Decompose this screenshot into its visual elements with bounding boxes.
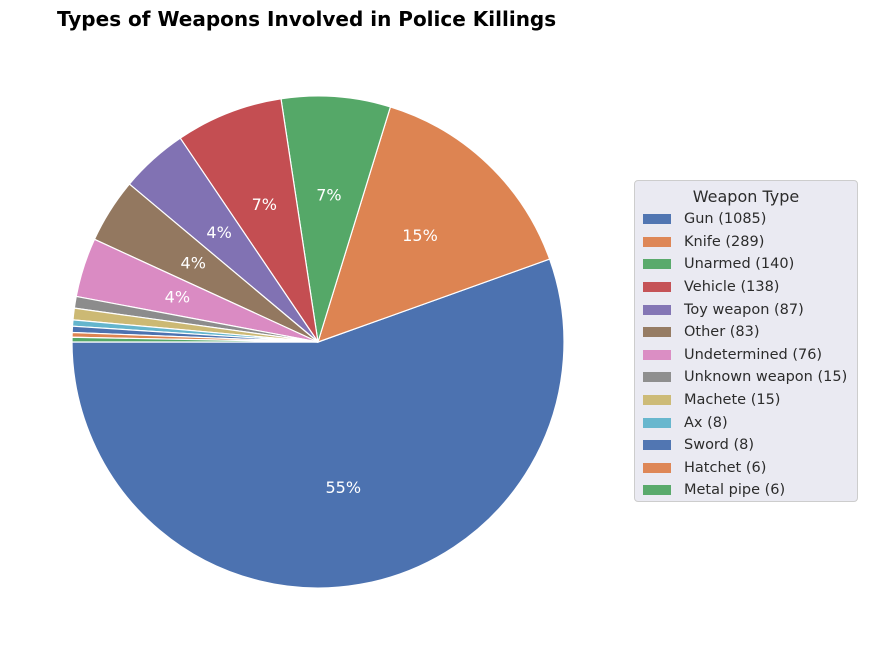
pie-slice-3 [179, 98, 319, 343]
legend-label: Undetermined (76) [684, 346, 823, 363]
legend-entry: Ax (8) [635, 411, 857, 434]
legend-entry: Toy weapon (87) [635, 298, 857, 321]
legend-swatch [643, 259, 671, 270]
legend-swatch [643, 236, 671, 247]
legend-title: Weapon Type [692, 187, 800, 206]
legend-entry: Undetermined (76) [635, 344, 857, 367]
legend-label: Unarmed (140) [684, 256, 795, 273]
legend-entry: Metal pipe (6) [635, 479, 857, 502]
slice-label-3: 7% [252, 195, 277, 214]
legend-entry: Unarmed (140) [635, 253, 857, 276]
legend-label: Other (83) [684, 324, 760, 341]
legend-swatch [643, 327, 671, 338]
legend-label: Metal pipe (6) [684, 482, 786, 499]
legend-label: Knife (289) [684, 233, 765, 250]
legend-swatch [643, 349, 671, 360]
legend-label: Hatchet (6) [684, 459, 767, 476]
pie-slice-0 [71, 258, 565, 589]
legend-swatch [643, 440, 671, 451]
legend-label: Toy weapon (87) [684, 301, 804, 318]
legend-label: Sword (8) [684, 437, 754, 454]
legend-swatch [643, 417, 671, 428]
pie-slice-12 [71, 336, 319, 343]
pie-slice-2 [280, 95, 391, 343]
legend: Weapon Type Gun (1085) Knife (289) Unarmed… [634, 180, 858, 502]
slice-label-6: 4% [165, 288, 190, 307]
chart-title: Types of Weapons Involved in Police Kill… [57, 7, 557, 31]
legend-swatch [643, 462, 671, 473]
slice-label-1: 15% [402, 226, 438, 245]
legend-swatch [643, 282, 671, 293]
slice-label-4: 4% [206, 223, 231, 242]
legend-entry: Hatchet (6) [635, 457, 857, 480]
legend-swatch [643, 372, 671, 383]
legend-swatch [643, 304, 671, 315]
legend-swatch [643, 485, 671, 496]
slice-label-5: 4% [181, 254, 206, 273]
pie-slice-1 [317, 106, 551, 343]
legend-swatch [643, 214, 671, 225]
legend-label: Unknown weapon (15) [684, 369, 848, 386]
legend-entries: Gun (1085) Knife (289) Unarmed (140) Vehicl… [635, 208, 857, 502]
legend-label: Gun (1085) [684, 211, 767, 228]
legend-label: Ax (8) [684, 414, 728, 431]
legend-entry: Vehicle (138) [635, 276, 857, 299]
legend-label: Machete (15) [684, 392, 781, 409]
slice-label-0: 55% [325, 478, 361, 497]
legend-swatch [643, 395, 671, 406]
legend-entry: Sword (8) [635, 434, 857, 457]
legend-entry: Machete (15) [635, 389, 857, 412]
legend-entry: Other (83) [635, 321, 857, 344]
legend-label: Vehicle (138) [684, 279, 780, 296]
legend-entry: Knife (289) [635, 231, 857, 254]
legend-entry: Gun (1085) [635, 208, 857, 231]
slice-label-2: 7% [316, 185, 341, 204]
legend-entry: Unknown weapon (15) [635, 366, 857, 389]
